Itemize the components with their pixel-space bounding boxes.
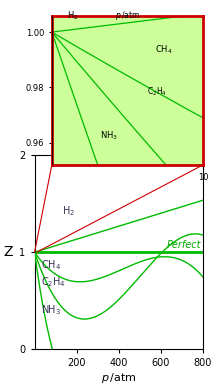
- Text: CH$_4$: CH$_4$: [155, 44, 172, 56]
- Text: H$_2$: H$_2$: [62, 204, 75, 218]
- Y-axis label: Z: Z: [3, 245, 13, 259]
- X-axis label: $p\,/\mathrm{atm}$: $p\,/\mathrm{atm}$: [101, 371, 137, 385]
- Text: H$_2$: H$_2$: [67, 10, 78, 23]
- Text: CH$_4$: CH$_4$: [41, 258, 61, 272]
- Text: NH$_3$: NH$_3$: [41, 303, 61, 317]
- Text: C$_2$H$_4$: C$_2$H$_4$: [41, 275, 66, 289]
- Text: Perfect: Perfect: [167, 241, 201, 251]
- Text: C$_2$H$_4$: C$_2$H$_4$: [147, 85, 167, 98]
- Text: NH$_3$: NH$_3$: [100, 130, 118, 142]
- Text: $p\,/\mathrm{atm}$: $p\,/\mathrm{atm}$: [115, 9, 140, 23]
